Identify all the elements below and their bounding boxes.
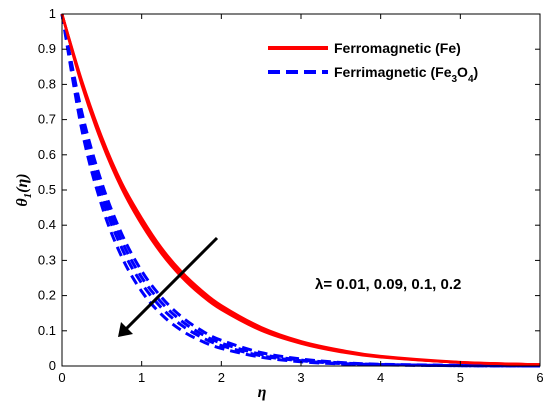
y-tick-label: 0.6: [38, 147, 56, 162]
legend-label-fe3o4: Ferrimagnetic (Fe3O4): [334, 64, 478, 85]
fe-curve-4: [60, 13, 541, 366]
y-tick-label: 0.8: [38, 76, 56, 91]
legend-label-fe: Ferromagnetic (Fe): [334, 40, 461, 56]
y-tick-label: 0.2: [38, 288, 56, 303]
x-tick-label: 5: [457, 370, 464, 385]
y-tick-label: 1: [49, 6, 56, 21]
y-axis-title: θ1(η): [14, 173, 34, 206]
arrow-head: [118, 322, 133, 337]
y-tick-label: 0: [49, 358, 56, 373]
x-tick-label: 6: [536, 370, 543, 385]
x-tick-label: 2: [218, 370, 225, 385]
lambda-arrow: [118, 236, 219, 337]
x-tick-label: 0: [58, 370, 65, 385]
fe3o4-curve-4: [60, 13, 541, 368]
axis-ticks: 0 1 2 3 4 5 6 0 0.1 0.2 0.3 0.4 0.5 0.6 0.7 0.8 0.9 1: [38, 6, 544, 385]
y-tick-label: 0.1: [38, 323, 56, 338]
legend: Ferromagnetic (Fe) Ferrimagnetic (Fe3O4): [268, 40, 478, 85]
y-tick-label: 0.4: [38, 217, 56, 232]
lambda-annotation: λ= 0.01, 0.09, 0.1, 0.2: [315, 276, 461, 293]
plot-curves: [60, 13, 541, 368]
y-tick-label: 0.9: [38, 41, 56, 56]
x-axis-title: η: [258, 384, 267, 401]
fe3o4-curve-2: [60, 13, 541, 368]
arrow-shaft: [121, 236, 219, 334]
y-tick-label: 0.3: [38, 252, 56, 267]
y-tick-label: 0.7: [38, 112, 56, 127]
x-tick-label: 4: [377, 370, 384, 385]
y-tick-label: 0.5: [38, 182, 56, 197]
x-tick-label: 1: [138, 370, 145, 385]
x-tick-label: 3: [297, 370, 304, 385]
